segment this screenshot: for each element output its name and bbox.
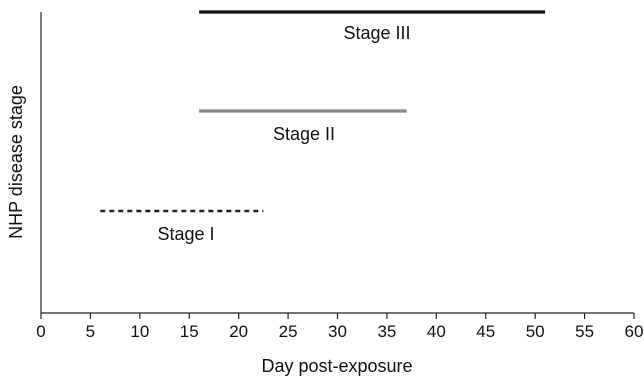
- x-axis-label: Day post-exposure: [261, 356, 412, 376]
- x-tick-label: 0: [36, 322, 45, 341]
- stage-label-2: Stage II: [273, 124, 335, 144]
- stage-label-1: Stage I: [157, 224, 214, 244]
- x-tick-label: 25: [279, 322, 298, 341]
- x-tick-label: 30: [328, 322, 347, 341]
- x-tick-label: 50: [526, 322, 545, 341]
- x-tick-label: 10: [130, 322, 149, 341]
- x-tick-label: 35: [377, 322, 396, 341]
- x-tick-label: 40: [427, 322, 446, 341]
- x-tick-label: 15: [180, 322, 199, 341]
- y-axis-label: NHP disease stage: [6, 85, 26, 239]
- x-tick-label: 45: [476, 322, 495, 341]
- x-tick-label: 55: [575, 322, 594, 341]
- stage-label-3: Stage III: [343, 23, 410, 43]
- x-axis-ticks: 0 5 10 15 20 25 30 35 40 45 50 55 60: [36, 313, 643, 341]
- x-tick-label: 20: [229, 322, 248, 341]
- stage-bars: Stage I Stage II Stage III: [100, 10, 546, 244]
- x-tick-label: 60: [625, 322, 644, 341]
- x-tick-label: 5: [86, 322, 95, 341]
